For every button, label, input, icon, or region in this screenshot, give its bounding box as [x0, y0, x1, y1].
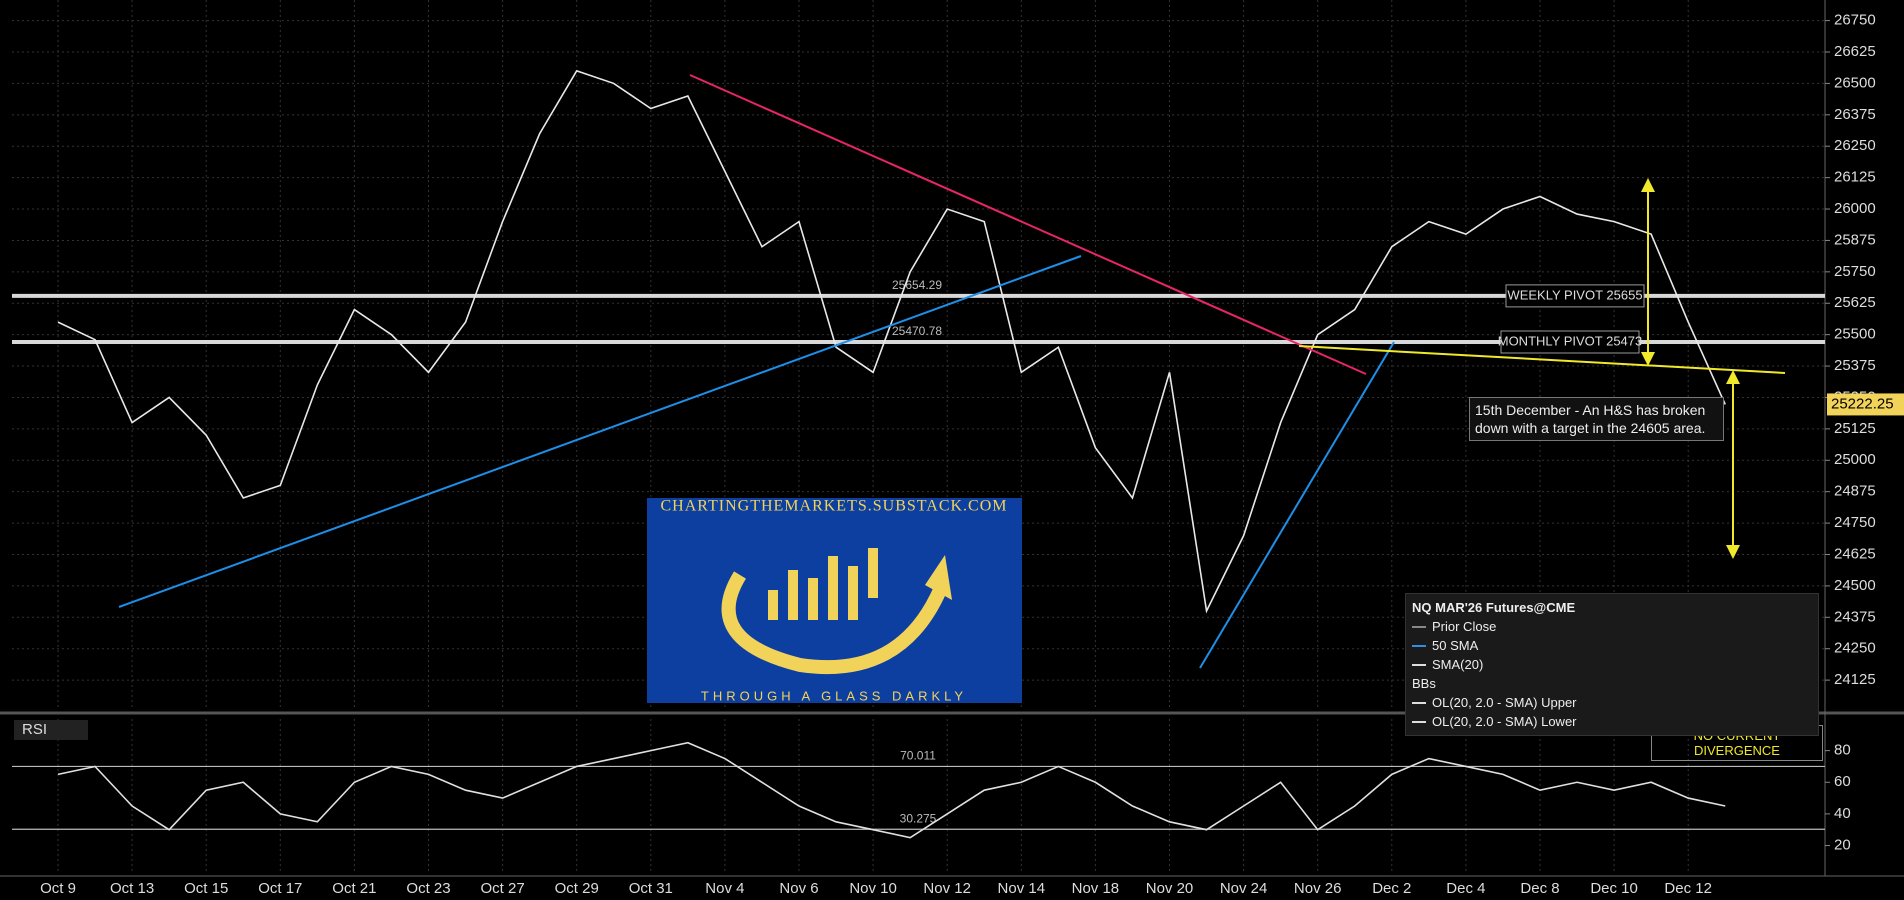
logo-candles	[768, 548, 878, 620]
trendline	[689, 74, 1367, 375]
arrow-head	[1726, 370, 1740, 384]
neckline	[1298, 345, 1786, 374]
y-tick-label: 25750	[1834, 263, 1876, 280]
x-tick-label: Dec 8	[1520, 880, 1559, 897]
x-tick-label: Oct 21	[332, 880, 376, 897]
arrow-head	[1641, 352, 1655, 366]
level-label-box	[1500, 330, 1640, 354]
logo-swoosh	[721, 571, 947, 675]
x-tick-label: Nov 12	[923, 880, 971, 897]
y-tick-label: 24125	[1834, 671, 1876, 688]
x-tick-label: Oct 23	[406, 880, 450, 897]
x-tick-label: Oct 17	[258, 880, 302, 897]
y-tick-label: 26750	[1834, 12, 1876, 29]
legend-item: 50 SMA	[1412, 636, 1798, 655]
level-value: 25470.78	[892, 324, 942, 338]
level-label: WEEKLY PIVOT 25655	[1507, 287, 1642, 302]
legend-item: OL(20, 2.0 - SMA) Upper	[1412, 693, 1798, 712]
x-tick-label: Oct 31	[629, 880, 673, 897]
legend-item: BBs	[1412, 676, 1436, 691]
y-tick-label: 25375	[1834, 357, 1876, 374]
last-price-box	[1827, 393, 1904, 416]
arrow-head	[1726, 545, 1740, 559]
x-tick-label: Nov 18	[1072, 880, 1120, 897]
y-tick-label: 25875	[1834, 231, 1876, 248]
y-tick-label: 25625	[1834, 294, 1876, 311]
x-tick-label: Nov 26	[1294, 880, 1342, 897]
annotation: 15th December - An H&S has broken down w…	[1469, 397, 1724, 441]
last-price-label: 25222.25	[1831, 395, 1894, 412]
y-tick-label: 26250	[1834, 137, 1876, 154]
y-tick-label: 24375	[1834, 608, 1876, 625]
logo-tagline: THROUGH A GLASS DARKLY	[701, 688, 967, 703]
x-tick-label: Nov 14	[998, 880, 1046, 897]
x-tick-label: Nov 10	[849, 880, 897, 897]
logo: CHARTINGTHEMARKETS.SUBSTACK.COM THROUGH …	[647, 498, 1022, 703]
x-tick-label: Nov 4	[705, 880, 744, 897]
x-tick-label: Nov 24	[1220, 880, 1268, 897]
legend-title: NQ MAR'26 Futures@CME	[1412, 600, 1576, 615]
level-label-box	[1505, 284, 1645, 308]
y-tick-label: 26500	[1834, 74, 1876, 91]
y-tick-label: 40	[1834, 805, 1851, 822]
series-line	[57, 741, 1726, 839]
rsi-label: RSI	[22, 721, 47, 738]
x-tick-label: Dec 10	[1590, 880, 1638, 897]
x-tick-label: Dec 12	[1664, 880, 1712, 897]
x-tick-label: Oct 9	[40, 880, 76, 897]
legend-item: OL(20, 2.0 - SMA) Lower	[1412, 712, 1577, 731]
y-tick-label: 24500	[1834, 577, 1876, 594]
y-tick-label: 25500	[1834, 326, 1876, 343]
level-value: 30.275	[900, 811, 937, 825]
y-tick-label: 24250	[1834, 640, 1876, 657]
level-value: 70.011	[900, 749, 936, 763]
x-tick-label: Oct 13	[110, 880, 154, 897]
y-tick-label: 24625	[1834, 545, 1876, 562]
y-tick-label: 20	[1834, 836, 1851, 853]
x-tick-label: Dec 2	[1372, 880, 1411, 897]
level-label: MONTHLY PIVOT 25473	[1498, 333, 1643, 348]
y-tick-label: 26000	[1834, 200, 1876, 217]
x-tick-label: Nov 20	[1146, 880, 1194, 897]
level-value: 25654.29	[892, 278, 942, 292]
x-tick-label: Oct 29	[555, 880, 599, 897]
trendline	[118, 255, 1082, 608]
legend: NQ MAR'26 Futures@CME Prior Close 50 SMA S…	[1405, 593, 1819, 736]
y-tick-label: 80	[1834, 742, 1851, 759]
x-tick-label: Oct 15	[184, 880, 228, 897]
trendline	[1199, 341, 1395, 669]
y-tick-label: 25125	[1834, 420, 1876, 437]
y-tick-label: 24750	[1834, 514, 1876, 531]
x-tick-label: Dec 4	[1446, 880, 1485, 897]
logo-title: CHARTINGTHEMARKETS.SUBSTACK.COM	[660, 498, 1007, 515]
logo-arrow	[925, 555, 952, 600]
trendlines	[118, 74, 1786, 669]
x-tick-label: Oct 27	[481, 880, 525, 897]
series-line	[57, 69, 1726, 614]
y-tick-label: 26625	[1834, 43, 1876, 60]
y-tick-label: 26125	[1834, 169, 1876, 186]
legend-item: Prior Close	[1412, 617, 1497, 636]
legend-item: SMA(20)	[1412, 655, 1484, 674]
x-tick-label: Nov 6	[779, 880, 818, 897]
rsi-label-box	[14, 720, 88, 740]
arrow-head	[1641, 178, 1655, 192]
y-tick-label: 26375	[1834, 106, 1876, 123]
y-tick-label: 60	[1834, 773, 1851, 790]
y-tick-label: 25000	[1834, 451, 1876, 468]
y-tick-label: 24875	[1834, 483, 1876, 500]
